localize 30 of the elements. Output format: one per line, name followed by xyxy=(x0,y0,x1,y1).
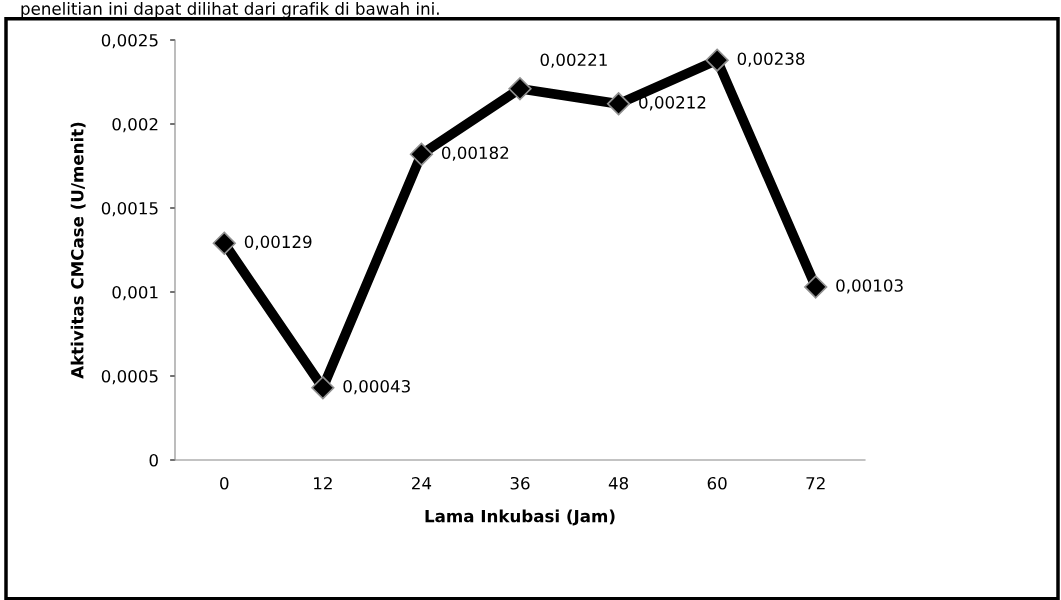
point xyxy=(508,77,532,101)
text: penelitian ini dapat dilihat dari grafik di bawah ini. xyxy=(21,2,439,19)
data-label: 0,00238 xyxy=(737,52,805,67)
x-tick-label: 72 xyxy=(806,476,825,490)
y-tick-label: 0,0015 xyxy=(101,201,158,217)
point xyxy=(705,48,729,72)
x-tick-label: 24 xyxy=(412,476,432,490)
point xyxy=(311,376,335,400)
point xyxy=(804,275,828,299)
point xyxy=(606,92,631,116)
data-label: 0,00182 xyxy=(441,146,509,161)
x-tick-label: 0 xyxy=(220,476,229,490)
data-label: 0,00043 xyxy=(343,379,410,395)
data-label: 0,00212 xyxy=(639,96,706,111)
point xyxy=(212,231,236,255)
x-axis-title: Lama Inkubasi (Jam) xyxy=(425,509,615,526)
x-tick-label: 36 xyxy=(510,476,530,490)
y-axis-title: Aktivitas CMCase (U/menit) xyxy=(70,122,86,379)
y-tick-label: 0,002 xyxy=(112,117,158,133)
data-label: 0,00129 xyxy=(244,235,312,250)
point xyxy=(409,142,434,166)
data-label: 0,00103 xyxy=(836,279,903,294)
y-tick-label: 0 xyxy=(149,453,158,467)
data-label: 0,00221 xyxy=(540,53,607,68)
y-tick-label: 0,0025 xyxy=(101,33,158,49)
x-tick-label: 12 xyxy=(314,476,332,490)
y-tick-label: 0,001 xyxy=(112,285,158,301)
x-tick-label: 48 xyxy=(608,476,629,490)
y-tick-label: 0,0005 xyxy=(101,369,158,385)
x-tick-label: 60 xyxy=(707,476,727,490)
